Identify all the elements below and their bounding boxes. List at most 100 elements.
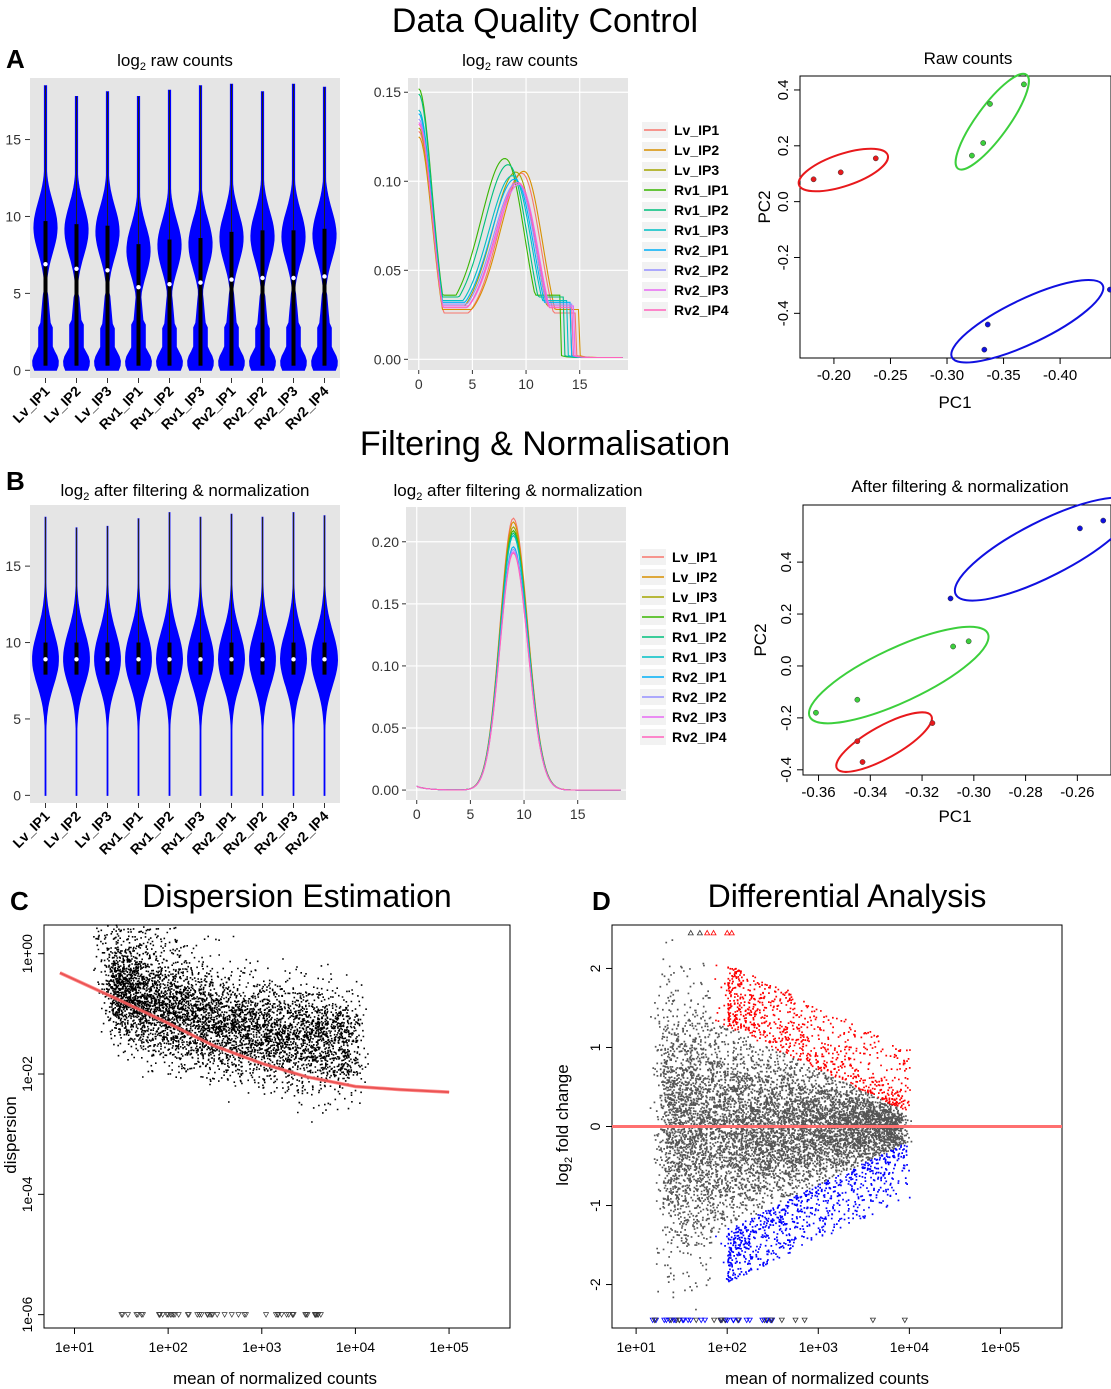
out-of-range-marker (697, 930, 702, 935)
pca-point (838, 170, 843, 175)
y-tick-label: 0 (13, 787, 21, 803)
pca-point (1077, 526, 1082, 531)
violin-box (75, 224, 79, 366)
violin-box (168, 240, 172, 366)
dispersion-chart: 1e+01 1e+02 1e+03 1e+04 1e+051e-061e-041e-02… (19, 924, 510, 1355)
y-tick-label: 0.4 (778, 552, 795, 573)
panel-letter-a: A (6, 44, 25, 74)
y-tick-label: -0.4 (775, 300, 792, 326)
y-tick-label: -0.4 (778, 757, 795, 783)
y-tick-label: 0.00 (374, 351, 401, 367)
y-tick-label: 0.2 (775, 135, 792, 156)
y-tick-label: 5 (13, 285, 21, 301)
legend-label-Lv_IP1: Lv_IP1 (672, 549, 717, 565)
chart-title-b3: After filtering & normalization (851, 477, 1068, 496)
x-tick-label: 1e+03 (242, 1339, 282, 1355)
pca-point (948, 596, 953, 601)
violin-median (198, 657, 202, 661)
violin-box (261, 230, 265, 365)
pca-point (813, 710, 818, 715)
x-tick-label: 1e+04 (890, 1339, 930, 1355)
violin-box (44, 221, 48, 366)
c-xlabel: mean of normalized counts (173, 1369, 377, 1388)
ma-points-not-significant (650, 939, 913, 1310)
x-tick-label: 5 (466, 806, 474, 822)
legend-label-Lv_IP3: Lv_IP3 (672, 589, 717, 605)
x-tick-label: 1e+02 (148, 1339, 188, 1355)
violin-median (198, 280, 202, 284)
plot-frame (803, 505, 1111, 775)
a3-ylabel: PC2 (755, 190, 774, 223)
low-dispersion-marker (215, 1313, 220, 1318)
x-tick-label: -0.28 (1008, 784, 1042, 801)
out-of-range-marker (802, 1318, 807, 1323)
chart-title-b2: log2 after filtering & normalization (394, 481, 643, 503)
violin-median (167, 657, 171, 661)
violin-box (137, 244, 141, 366)
legend-label-Rv1_IP2: Rv1_IP2 (674, 202, 729, 218)
d-ylabel: log2 fold change (553, 1064, 575, 1185)
violin-box (323, 229, 327, 366)
violin-median (260, 657, 264, 661)
legend-label-Lv_IP2: Lv_IP2 (672, 569, 717, 585)
violin-chart-B1: 051015Lv_IP1Lv_IP2Lv_IP3Rv1_IP1Rv1_IP2Rv… (5, 505, 340, 858)
violin-median (322, 274, 326, 278)
panel-letter-b: B (6, 466, 25, 496)
y-tick-label: 0.15 (374, 84, 401, 100)
y-tick-label: 5 (13, 711, 21, 727)
cluster-ellipse (798, 609, 999, 741)
x-tick-label: -0.32 (905, 784, 939, 801)
y-tick-label: -0.2 (778, 705, 795, 731)
x-tick-label: -0.40 (1043, 367, 1077, 384)
legend-label-Rv2_IP1: Rv2_IP1 (672, 669, 727, 685)
y-tick-label: -0.2 (775, 245, 792, 271)
d-xlabel: mean of normalized counts (725, 1369, 929, 1388)
x-tick-label: 0 (415, 376, 423, 392)
y-tick-label: 1 (587, 1043, 603, 1051)
x-tick-label: 10 (518, 376, 534, 392)
legend-label-Rv1_IP2: Rv1_IP2 (672, 629, 727, 645)
x-tick-label: -0.35 (986, 367, 1020, 384)
violin-box (230, 232, 234, 366)
y-tick-label: 15 (5, 132, 21, 148)
violin-median (229, 657, 233, 661)
violin-median (260, 276, 264, 280)
y-tick-label: 0 (13, 362, 21, 378)
c-ylabel: dispersion (1, 1096, 20, 1174)
pca-point (987, 101, 992, 106)
x-tick-label: 10 (516, 806, 532, 822)
legend-label-Rv2_IP1: Rv2_IP1 (674, 242, 729, 258)
x-tick-label: -0.30 (957, 784, 991, 801)
x-tick-label: -0.26 (1060, 784, 1094, 801)
legend-label-Rv1_IP1: Rv1_IP1 (674, 182, 729, 198)
y-tick-label: 1e+00 (19, 934, 35, 974)
legend-label-Rv1_IP3: Rv1_IP3 (674, 222, 729, 238)
pca-point (1021, 82, 1026, 87)
y-tick-label: 0.2 (778, 604, 795, 625)
dispersion-points (93, 924, 369, 1122)
low-dispersion-marker (264, 1313, 269, 1318)
cluster-ellipse (942, 265, 1111, 377)
y-tick-label: -1 (587, 1199, 603, 1212)
out-of-range-marker (870, 1318, 875, 1323)
x-tick-label: 5 (468, 376, 476, 392)
y-tick-label: 0.15 (372, 596, 399, 612)
x-tick-label: 15 (572, 376, 588, 392)
out-of-range-marker (712, 1318, 717, 1323)
y-tick-label: 0.00 (372, 782, 399, 798)
panel-letter-c: C (10, 886, 29, 916)
y-tick-label: 10 (5, 635, 21, 651)
plot-panel (408, 78, 628, 370)
x-tick-label: -0.30 (930, 367, 964, 384)
y-tick-label: 0.10 (374, 173, 401, 189)
violin-median (43, 657, 47, 661)
violin-median (74, 267, 78, 271)
b3-ylabel: PC2 (751, 623, 770, 656)
y-tick-label: 1e-04 (19, 1176, 35, 1212)
violin-median (136, 285, 140, 289)
legend-label-Rv2_IP2: Rv2_IP2 (674, 262, 729, 278)
legend-label-Rv2_IP4: Rv2_IP4 (672, 729, 727, 745)
out-of-range-marker (902, 1318, 907, 1323)
legend-label-Rv2_IP4: Rv2_IP4 (674, 302, 729, 318)
